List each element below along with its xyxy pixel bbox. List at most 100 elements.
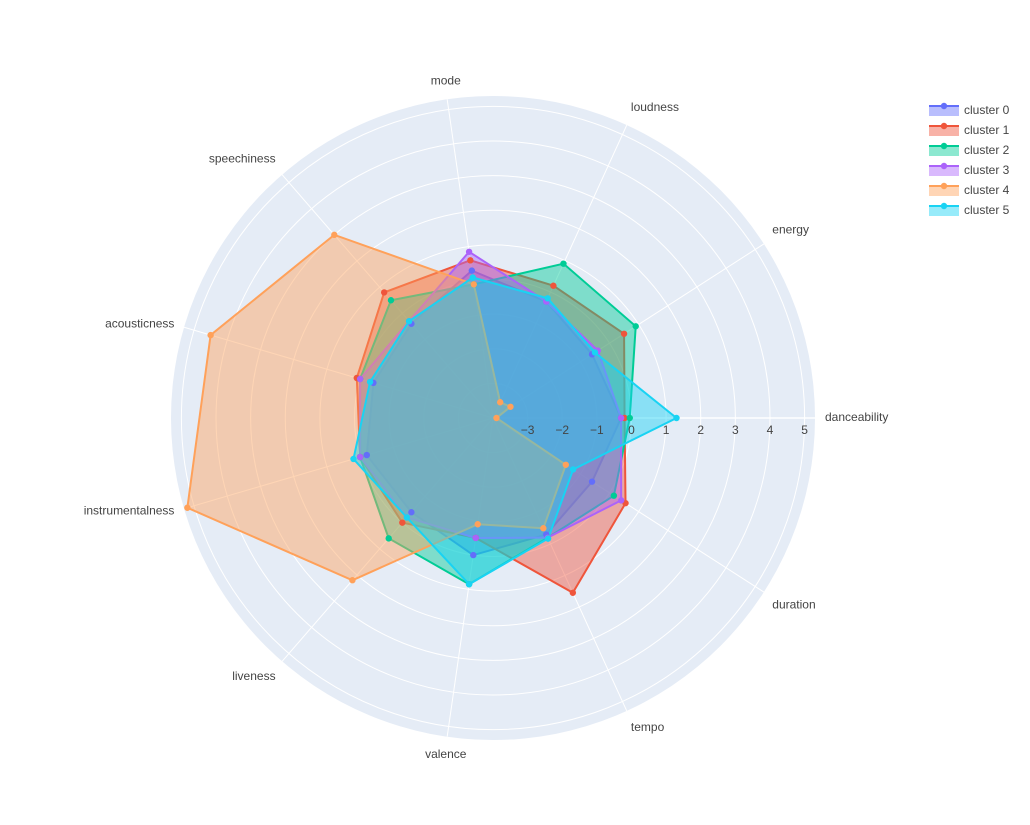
r-tick-label: 3 [732,423,739,437]
r-tick-label: 0 [628,423,635,437]
marker [632,323,639,330]
marker [620,330,628,337]
r-tick-label: 5 [801,423,808,437]
r-tick-label: −1 [590,423,604,437]
marker [405,317,413,325]
marker [468,267,476,274]
marker [387,297,395,304]
r-tick-label: −3 [521,423,535,437]
angular-label: duration [772,598,815,612]
marker [507,403,514,410]
spoke [183,417,494,510]
marker [617,414,625,422]
marker [569,466,577,473]
angular-label: valence [425,747,467,761]
legend-marker [940,202,948,210]
marker [465,581,473,588]
legend-marker [940,162,948,170]
angular-label: danceability [825,410,888,424]
legend-item[interactable]: cluster 5 [929,202,1010,217]
marker [626,414,633,422]
marker [380,289,388,296]
angular-label: loudness [631,100,679,114]
marker [550,282,557,289]
legend-label: cluster 1 [964,123,1010,137]
r-tick-label: −2 [555,423,569,437]
marker [588,478,596,485]
marker [591,349,599,356]
legend-swatch [929,146,959,156]
marker [403,514,411,521]
angular-label: tempo [631,720,665,734]
angular-label: acousticness [105,317,174,331]
angular-label: energy [772,223,809,237]
marker [469,274,476,281]
legend-label: cluster 2 [964,143,1010,157]
spoke [492,243,765,419]
marker [540,525,547,532]
marker [560,260,567,267]
marker [474,521,481,528]
legend-item[interactable]: cluster 3 [929,162,1010,177]
marker [331,231,338,239]
marker [496,399,504,406]
legend-item[interactable]: cluster 0 [929,102,1010,117]
marker [356,375,364,383]
legend-item[interactable]: cluster 2 [929,142,1010,157]
legend-item[interactable]: cluster 4 [929,182,1010,197]
marker [493,414,500,422]
legend-marker [940,142,948,150]
radar-area [359,250,623,539]
marker [472,534,479,542]
marker [470,281,477,288]
marker [470,551,477,559]
legend-label: cluster 3 [964,163,1010,177]
marker [562,461,570,468]
series [365,269,623,557]
legend-marker [940,122,948,130]
marker [399,519,406,526]
marker [350,455,357,463]
angular-label: speechiness [209,151,276,165]
legend-marker [940,182,948,190]
angular-label: mode [431,74,461,88]
spoke [492,124,628,419]
legend-swatch [929,166,959,176]
spoke [183,326,494,419]
series [359,250,623,539]
spoke [281,174,494,419]
marker [544,295,551,302]
marker [363,451,370,459]
marker [544,535,552,542]
marker [617,497,625,504]
r-tick-label: 4 [767,423,774,437]
marker [356,453,364,461]
marker [385,535,392,542]
marker [610,492,618,499]
legend-swatch [929,126,959,136]
legend-marker [940,102,948,110]
spoke [492,417,628,712]
angular-label: liveness [232,669,275,683]
marker [349,577,356,584]
legend-label: cluster 0 [964,103,1010,117]
spoke [446,417,494,737]
legend-label: cluster 5 [964,203,1010,217]
marker [366,378,374,386]
r-tick-label: 2 [697,423,704,437]
marker [184,504,191,511]
marker [673,414,680,422]
legend-item[interactable]: cluster 1 [929,122,1010,137]
r-tick-label: 1 [663,423,670,437]
marker [569,589,577,596]
legend-swatch [929,186,959,196]
marker [207,331,214,339]
angular-label: instrumentalness [84,504,175,518]
radar-area [365,269,623,557]
legend-swatch [929,106,959,116]
legend-label: cluster 4 [964,183,1010,197]
legend-swatch [929,206,959,216]
marker [408,509,415,516]
marker [467,257,474,264]
